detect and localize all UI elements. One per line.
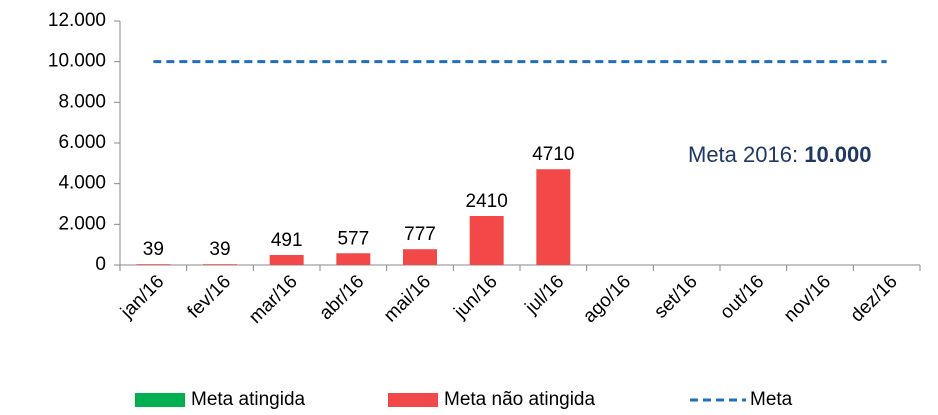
- y-tick-label: 0: [95, 254, 106, 275]
- y-tick-label: 4.000: [58, 173, 106, 194]
- legend-label: Meta atingida: [191, 389, 306, 410]
- bar: [469, 215, 504, 265]
- bar: [536, 169, 571, 265]
- x-tick-label: jun/16: [450, 271, 502, 323]
- bar: [136, 264, 171, 265]
- y-tick-label: 12.000: [48, 10, 106, 31]
- y-tick-label: 10.000: [48, 51, 106, 72]
- y-tick-label: 6.000: [58, 132, 106, 153]
- bar: [269, 255, 304, 265]
- data-label: 39: [209, 239, 230, 260]
- x-tick-label: ago/16: [579, 271, 635, 327]
- x-tick-label: set/16: [650, 271, 701, 322]
- legend-label: Meta não atingida: [444, 389, 595, 410]
- legend-swatch: [135, 393, 185, 407]
- y-tick-label: 2.000: [58, 213, 106, 234]
- data-label: 4710: [532, 144, 574, 165]
- x-tick-label: nov/16: [780, 271, 835, 326]
- data-label: 577: [337, 228, 369, 249]
- legend-label: Meta: [750, 389, 793, 410]
- y-tick-label: 8.000: [58, 91, 106, 112]
- annotation: Meta 2016: 10.000: [688, 142, 872, 167]
- bar: [203, 264, 237, 265]
- x-tick-label: jul/16: [521, 271, 569, 319]
- data-label: 777: [404, 224, 436, 245]
- bar: [403, 249, 437, 265]
- annotation-value: 10.000: [804, 142, 871, 167]
- x-tick-label: mai/16: [380, 271, 435, 326]
- legend-swatch: [388, 393, 438, 407]
- x-tick-label: abr/16: [315, 271, 368, 324]
- x-tick-label: dez/16: [847, 271, 902, 326]
- data-label: 2410: [466, 191, 508, 212]
- data-label: 39: [143, 239, 164, 260]
- annotation-text: Meta 2016:: [688, 142, 798, 167]
- x-tick-label: out/16: [716, 271, 768, 323]
- bar: [336, 253, 371, 265]
- x-tick-label: mar/16: [245, 271, 302, 328]
- x-tick-label: jan/16: [116, 271, 168, 323]
- x-tick-label: fev/16: [184, 271, 235, 322]
- data-label: 491: [271, 230, 303, 251]
